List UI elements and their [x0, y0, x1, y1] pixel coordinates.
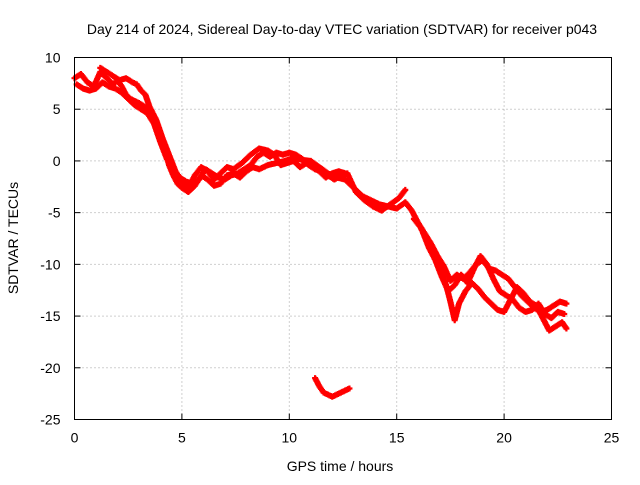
- y-axis-label: SDTVAR / TECUs: [5, 182, 21, 294]
- y-tick-label: 0: [53, 153, 61, 169]
- series-track: [73, 79, 409, 214]
- x-tick-label: 15: [389, 430, 405, 446]
- data-point-markers: [97, 64, 349, 191]
- series-track: [419, 228, 568, 322]
- chart-title: Day 214 of 2024, Sidereal Day-to-day VTE…: [87, 21, 597, 37]
- x-tick-label: 20: [496, 430, 512, 446]
- data-point-markers: [312, 375, 353, 400]
- x-tick-label: 5: [178, 430, 186, 446]
- y-tick-label: -5: [48, 205, 61, 221]
- series-track: [312, 375, 353, 400]
- data-point-markers: [73, 79, 409, 214]
- y-tick-label: -10: [40, 256, 60, 272]
- plot-frame: [74, 57, 612, 420]
- x-tick-label: 25: [604, 430, 620, 446]
- y-tick-label: -25: [40, 412, 60, 428]
- y-tick-label: 5: [53, 101, 61, 117]
- data-series: [71, 64, 570, 400]
- x-tick-label: 10: [282, 430, 298, 446]
- y-tick-label: -20: [40, 360, 60, 376]
- series-group: [71, 64, 570, 400]
- x-axis-label: GPS time / hours: [287, 458, 394, 474]
- x-tick-label: 0: [71, 430, 79, 446]
- axes: 0 5 10 15 20 25 -25 -20 -15 -10 -5 0 5 10: [40, 50, 619, 446]
- grid-lines: [74, 57, 612, 420]
- data-point-markers: [419, 228, 568, 322]
- y-tick-label: -15: [40, 308, 60, 324]
- y-tick-label: 10: [45, 50, 61, 66]
- series-track: [97, 64, 349, 191]
